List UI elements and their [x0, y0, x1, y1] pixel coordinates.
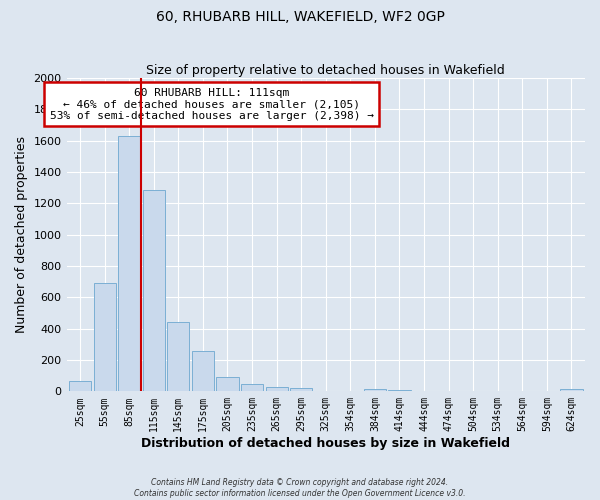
- Bar: [266, 386, 287, 392]
- Bar: [167, 322, 190, 392]
- Bar: [241, 384, 263, 392]
- X-axis label: Distribution of detached houses by size in Wakefield: Distribution of detached houses by size …: [141, 437, 510, 450]
- Title: Size of property relative to detached houses in Wakefield: Size of property relative to detached ho…: [146, 64, 505, 77]
- Y-axis label: Number of detached properties: Number of detached properties: [15, 136, 28, 333]
- Bar: [143, 190, 165, 392]
- Bar: [118, 136, 140, 392]
- Bar: [290, 388, 312, 392]
- Bar: [217, 377, 239, 392]
- Bar: [560, 389, 583, 392]
- Bar: [69, 381, 91, 392]
- Text: 60, RHUBARB HILL, WAKEFIELD, WF2 0GP: 60, RHUBARB HILL, WAKEFIELD, WF2 0GP: [155, 10, 445, 24]
- Bar: [94, 284, 116, 392]
- Bar: [364, 389, 386, 392]
- Text: 60 RHUBARB HILL: 111sqm
← 46% of detached houses are smaller (2,105)
53% of semi: 60 RHUBARB HILL: 111sqm ← 46% of detache…: [50, 88, 374, 121]
- Bar: [388, 390, 410, 392]
- Bar: [192, 352, 214, 392]
- Text: Contains HM Land Registry data © Crown copyright and database right 2024.
Contai: Contains HM Land Registry data © Crown c…: [134, 478, 466, 498]
